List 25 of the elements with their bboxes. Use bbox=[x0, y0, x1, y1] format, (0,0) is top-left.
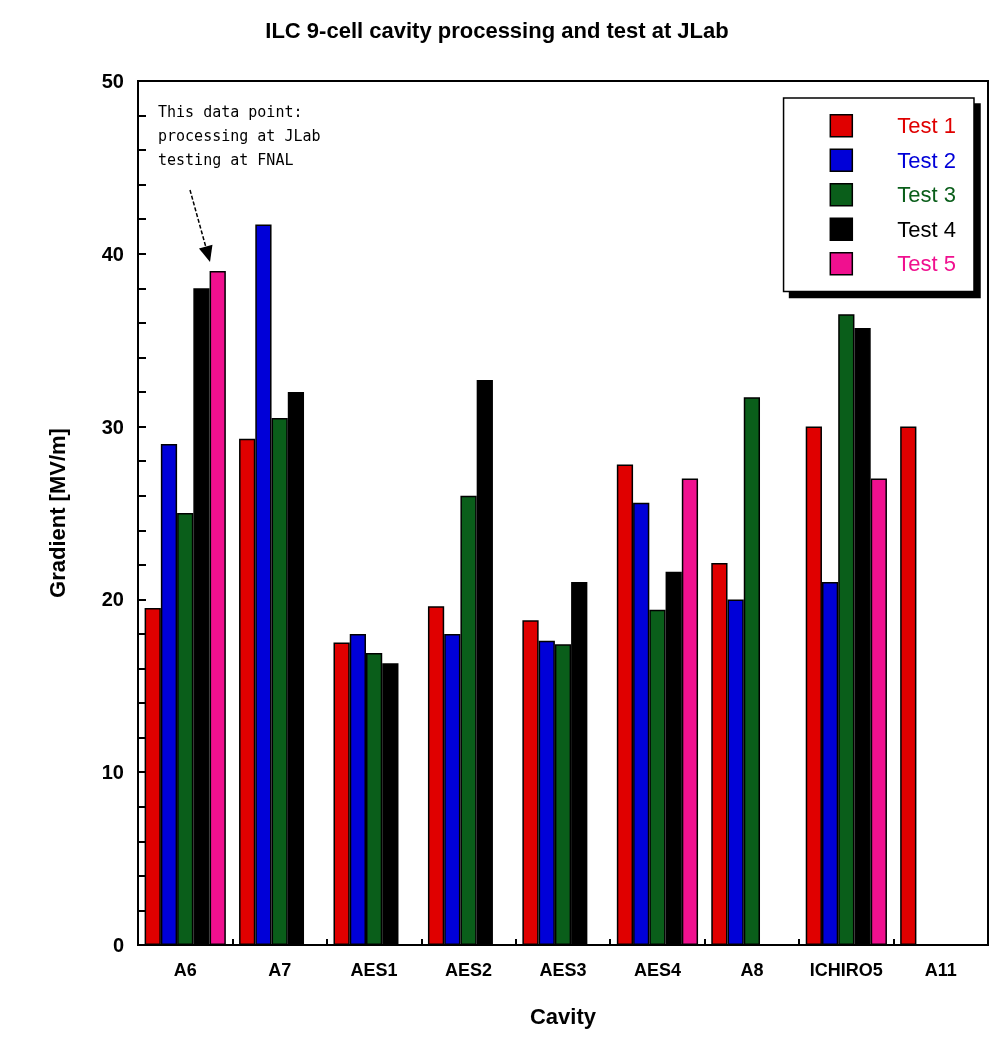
y-tick-label: 50 bbox=[101, 70, 124, 92]
x-tick-label: A7 bbox=[268, 960, 292, 980]
x-tick-label: ICHIRO5 bbox=[809, 960, 883, 980]
x-tick-label: AES3 bbox=[539, 960, 587, 980]
legend-label: Test 5 bbox=[897, 251, 957, 277]
legend-label: Test 2 bbox=[897, 147, 957, 173]
legend-label: Test 4 bbox=[897, 216, 957, 242]
y-axis-title: Gradient [MV/m] bbox=[44, 428, 70, 598]
x-tick-label: A6 bbox=[173, 960, 197, 980]
y-tick-label: 0 bbox=[112, 934, 124, 956]
y-tick-label: 30 bbox=[101, 415, 124, 438]
annotation: This data point: processing at JLab testing at FNAL bbox=[158, 103, 321, 169]
x-tick-label: AES1 bbox=[350, 960, 398, 980]
x-tick-label: AES4 bbox=[633, 960, 681, 980]
y-tick-label: 10 bbox=[101, 761, 124, 784]
y-tick-label: 20 bbox=[101, 588, 124, 611]
y-tick-label: 40 bbox=[101, 242, 124, 265]
legend-label: Test 1 bbox=[897, 113, 957, 139]
chart-title: ILC 9-cell cavity processing and test at JLab bbox=[265, 17, 729, 43]
bar bbox=[900, 426, 917, 945]
x-tick-label: AES2 bbox=[445, 960, 493, 980]
x-tick-label: A11 bbox=[924, 960, 957, 980]
x-tick-label: A8 bbox=[740, 960, 764, 980]
legend-label: Test 3 bbox=[897, 182, 957, 208]
x-axis-title: Cavity bbox=[529, 1003, 597, 1029]
